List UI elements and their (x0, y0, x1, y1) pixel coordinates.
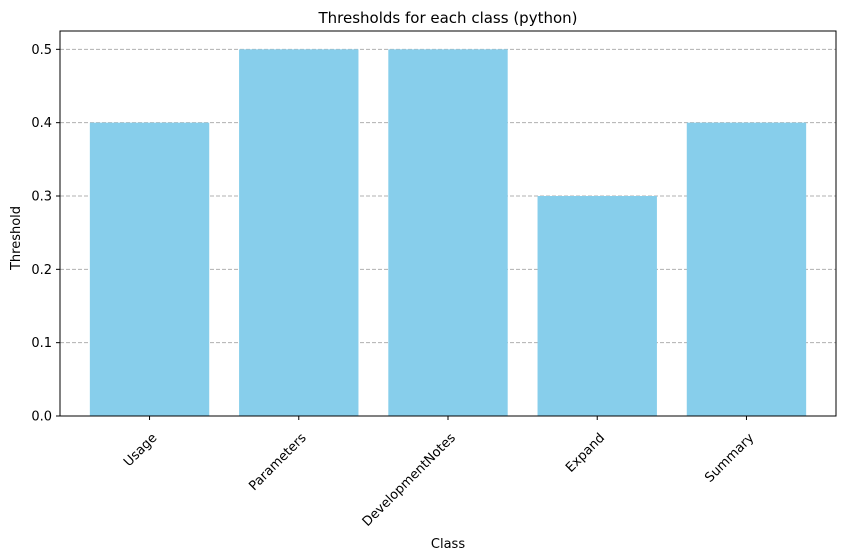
chart-title: Thresholds for each class (python) (317, 9, 577, 27)
y-tick-label: 0.4 (31, 116, 52, 131)
x-tick-label: Expand (563, 431, 608, 476)
y-axis-ticks: 0.0 0.1 0.2 0.3 0.4 0.5 (31, 43, 60, 425)
bar-parameters (239, 49, 359, 416)
bar-summary (686, 122, 807, 417)
x-tick-label: Summary (702, 430, 757, 485)
bar-developmentnotes (388, 49, 508, 416)
x-axis-label: Class (431, 537, 465, 552)
x-tick-label: Parameters (246, 431, 309, 494)
x-tick-label: DevelopmentNotes (360, 431, 459, 530)
y-tick-label: 0.1 (31, 336, 52, 351)
bar-usage (89, 122, 210, 417)
y-tick-label: 0.2 (31, 263, 52, 278)
x-axis-ticks: Usage Parameters DevelopmentNotes Expand Sum… (121, 416, 757, 530)
y-tick-label: 0.0 (31, 410, 52, 425)
x-tick-label: Usage (121, 431, 160, 470)
bars (89, 49, 807, 417)
y-tick-label: 0.5 (31, 43, 52, 58)
bar-expand (537, 196, 657, 416)
y-tick-label: 0.3 (31, 190, 52, 205)
y-axis-label: Threshold (9, 206, 24, 271)
